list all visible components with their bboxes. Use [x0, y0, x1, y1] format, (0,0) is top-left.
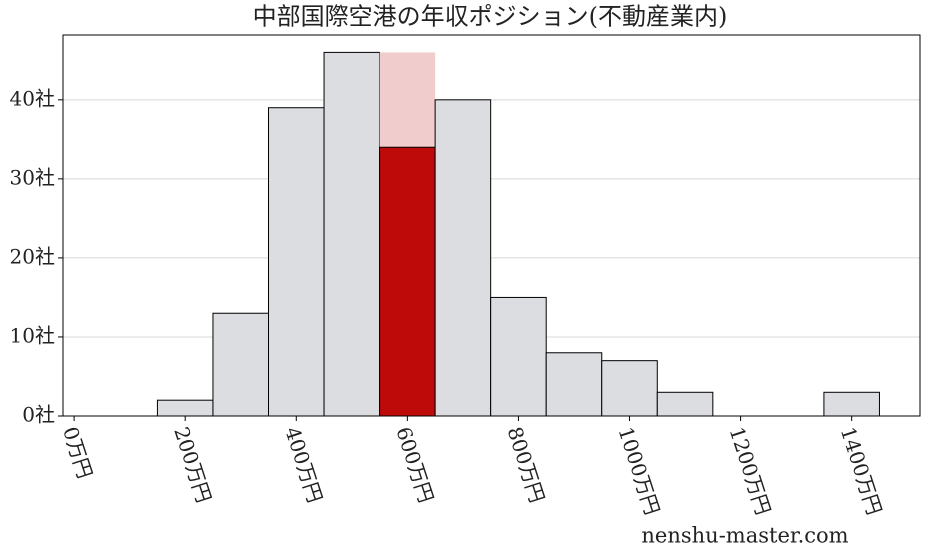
- x-tick-label: 600万円: [391, 424, 438, 506]
- bar: [545, 352, 603, 417]
- x-tick-label: 800万円: [502, 424, 549, 506]
- plot-frame: [62, 34, 921, 417]
- x-tick-label: 0万円: [58, 424, 97, 482]
- y-tick-label: 0社: [22, 403, 55, 427]
- y-tick-label: 30社: [10, 165, 55, 189]
- bar: [268, 107, 325, 417]
- chart-title: 中部国際空港の年収ポジション(不動産業内): [253, 3, 728, 31]
- watermark: nenshu-master.com: [641, 524, 848, 548]
- x-tick-label: 200万円: [169, 424, 216, 506]
- y-tick-label: 20社: [10, 244, 55, 268]
- x-tick-label: 400万円: [280, 424, 327, 506]
- bar: [156, 399, 214, 417]
- bar: [656, 391, 714, 417]
- bar: [490, 296, 547, 417]
- y-tick-label: 40社: [10, 86, 55, 110]
- x-tick-label: 1000万円: [614, 424, 665, 518]
- highlight-bar: [379, 146, 436, 417]
- bar: [212, 312, 270, 417]
- bar: [434, 99, 492, 417]
- bar: [823, 391, 880, 417]
- bar: [323, 51, 381, 417]
- bar: [601, 360, 658, 417]
- x-tick-label: 1400万円: [836, 424, 887, 518]
- x-tick-label: 1200万円: [725, 424, 776, 518]
- y-tick-label: 10社: [10, 323, 55, 347]
